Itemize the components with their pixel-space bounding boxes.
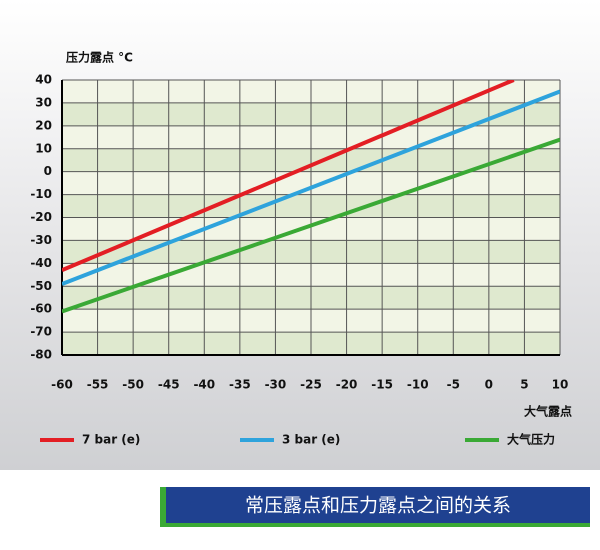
x-tick-label: 5 [520, 378, 528, 392]
y-tick-label: 10 [35, 141, 52, 155]
y-tick-label: -30 [30, 233, 52, 247]
y-tick-label: -40 [30, 256, 52, 270]
y-tick-label: -70 [30, 325, 52, 339]
x-tick-label: -45 [158, 378, 180, 392]
x-tick-label: -35 [229, 378, 251, 392]
x-tick-label: 10 [552, 378, 569, 392]
series-line [62, 89, 560, 286]
x-tick-label: -25 [300, 378, 322, 392]
y-tick-label: -10 [30, 187, 52, 201]
x-tick-label: -30 [265, 378, 287, 392]
y-tick-label: 30 [35, 95, 52, 109]
x-tick-label: 0 [485, 378, 493, 392]
series-line [62, 80, 515, 273]
x-tick-label: -10 [407, 378, 429, 392]
x-tick-label: -55 [87, 378, 109, 392]
y-tick-label: 40 [35, 73, 52, 87]
y-tick-label: -60 [30, 302, 52, 316]
caption-box [166, 487, 590, 523]
series-line [62, 137, 560, 314]
x-axis-label: 大气露点 [524, 404, 572, 419]
x-tick-label: -60 [51, 378, 73, 392]
x-tick-label: -40 [193, 378, 215, 392]
caption-accent [160, 487, 166, 527]
y-tick-label: -80 [30, 348, 52, 362]
y-tick-label: 0 [44, 164, 52, 178]
legend-label: 3 bar (e) [282, 433, 340, 447]
legend-label: 大气压力 [507, 432, 555, 447]
x-tick-label: -5 [447, 378, 460, 392]
y-tick-label: 20 [35, 118, 52, 132]
y-tick-label: -50 [30, 279, 52, 293]
y-axis-label: 压力露点 °C [66, 50, 133, 65]
x-tick-label: -50 [122, 378, 144, 392]
legend-label: 7 bar (e) [82, 433, 140, 447]
y-tick-label: -20 [30, 210, 52, 224]
x-tick-label: -20 [336, 378, 358, 392]
caption: 常压露点和压力露点之间的关系 [245, 495, 511, 517]
x-tick-label: -15 [371, 378, 393, 392]
caption-underline [166, 523, 590, 527]
